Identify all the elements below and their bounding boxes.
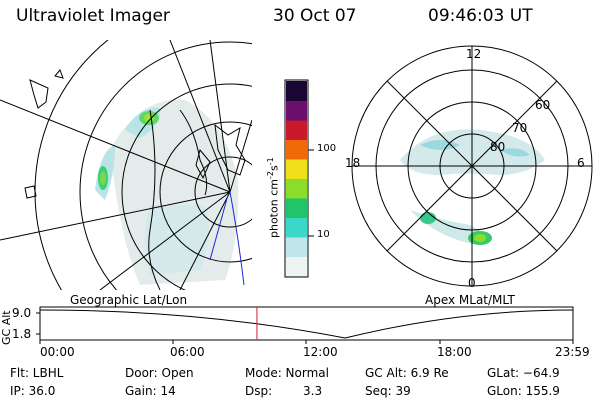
colorbar-segment [286,217,307,238]
colorbar-segment [286,159,307,179]
glon-info: GLon: 155.9 [487,384,560,398]
seq-info: Seq: 39 [365,384,411,398]
mlat-label-70: 70 [512,121,528,135]
colorbar-segment [286,178,307,199]
polar-map [351,45,593,287]
mlt-label-12: 12 [466,47,482,61]
colorbar-segment [286,81,307,101]
mlt-label-0: 0 [468,276,476,290]
ip-info: IP: 36.0 [10,384,56,398]
dsp-label: Dsp: [245,384,273,398]
colorbar-segment [286,139,307,160]
colorbar-segment [286,198,307,218]
gc-alt-info: GC Alt: 6.9 Re [365,366,449,380]
colorbar-segment [286,256,307,277]
colorbar-tick-10: 10 [317,229,330,240]
timeline-xtick-0600: 06:00 [170,345,205,359]
gain-info: Gain: 14 [125,384,176,398]
mlt-label-18: 18 [345,156,361,170]
timeline-xtick-2359: 23:59 [555,345,590,359]
left-map-caption: Geographic Lat/Lon [70,293,188,307]
altitude-timeline [36,306,574,344]
colorbar-segment [286,237,307,257]
timeline-xtick-0000: 00:00 [40,345,75,359]
filter-info: Flt: LBHL [10,366,64,380]
color-scale [284,79,314,278]
timeline-xtick-1200: 12:00 [303,345,338,359]
door-info: Door: Open [125,366,194,380]
mlat-label-80: 80 [490,140,506,154]
right-map-caption: Apex MLat/MLT [425,293,515,307]
colorbar-tick-100: 100 [317,143,337,154]
observation-time: 09:46:03 UT [428,6,533,26]
colorbar-segment [286,120,307,140]
mlat-label-60: 60 [535,98,551,112]
timeline-ytick-low: 1.8 [12,327,32,341]
glat-info: GLat: −64.9 [487,366,560,380]
colorbar-segment [286,100,307,121]
timeline-xtick-1800: 18:00 [437,345,472,359]
colorbar-unit: photon cm-2s-1 [266,157,281,238]
imager-title: Ultraviolet Imager [16,6,170,26]
geographic-map [0,40,252,290]
observation-date: 30 Oct 07 [273,6,357,26]
polar-aurora [400,129,545,245]
aurora-emission [95,107,209,275]
dsp-value: 3.3 [303,384,323,398]
mode-info: Mode: Normal [245,366,329,380]
timeline-ytick-high: 9.0 [12,306,32,320]
mlt-label-6: 6 [577,156,585,170]
